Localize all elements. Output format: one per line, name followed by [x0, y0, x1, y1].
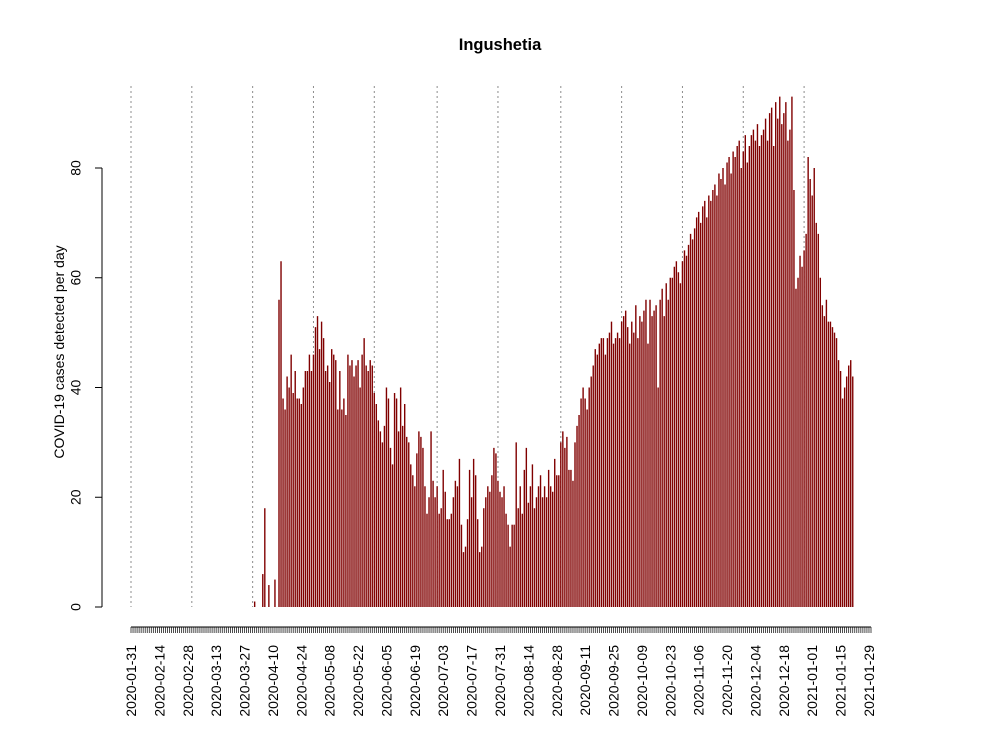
y-axis-label: COVID-19 cases detected per day [51, 245, 67, 458]
x-tick-label: 2020-05-08 [322, 645, 338, 717]
x-tick-label: 2021-01-29 [861, 645, 877, 717]
x-tick-label: 2020-03-13 [208, 645, 224, 717]
chart-title: Ingushetia [459, 36, 542, 54]
x-tick-label: 2020-02-14 [151, 645, 167, 717]
x-tick-label: 2020-07-03 [435, 645, 451, 717]
y-tick-label: 40 [68, 380, 84, 396]
x-tick-label: 2020-08-28 [549, 645, 565, 717]
y-tick-label: 0 [68, 603, 84, 611]
y-tick-label: 20 [68, 489, 84, 505]
x-tick-label: 2021-01-01 [804, 645, 820, 717]
x-tick-label: 2020-08-14 [520, 645, 536, 717]
x-tick-label: 2020-09-25 [606, 645, 622, 717]
y-tick-label: 80 [68, 160, 84, 176]
x-tick-label: 2020-02-28 [180, 645, 196, 717]
y-tick-label: 60 [68, 270, 84, 286]
x-tick-label: 2020-10-09 [634, 645, 650, 717]
bars [253, 96, 854, 607]
x-tick-label: 2020-01-31 [123, 645, 139, 717]
x-tick-label: 2020-11-20 [719, 645, 735, 716]
x-tick-label: 2020-05-22 [350, 645, 366, 717]
x-tick-label: 2020-06-05 [378, 645, 394, 717]
x-tick-label: 2020-04-24 [293, 645, 309, 717]
x-tick-label: 2020-06-19 [407, 645, 423, 717]
x-tick-label: 2020-10-23 [662, 645, 678, 717]
x-axis: 2020-01-31 2020-02-14 2020-02-28 2020-03-13… [123, 626, 877, 717]
x-tick-label: 2021-01-15 [833, 645, 849, 717]
y-axis: 0 20 40 60 80 [68, 160, 103, 611]
grid-lines [130, 86, 805, 607]
x-tick-label: 2020-09-11 [577, 645, 593, 716]
x-tick-label: 2020-12-18 [776, 645, 792, 717]
x-tick-label: 2020-12-04 [747, 645, 763, 717]
x-tick-label: 2020-11-06 [691, 645, 707, 716]
x-tick-label: 2020-07-17 [464, 645, 480, 717]
x-tick-label: 2020-07-31 [492, 645, 508, 717]
x-tick-label: 2020-04-10 [265, 645, 281, 717]
x-tick-label: 2020-03-27 [237, 645, 253, 717]
